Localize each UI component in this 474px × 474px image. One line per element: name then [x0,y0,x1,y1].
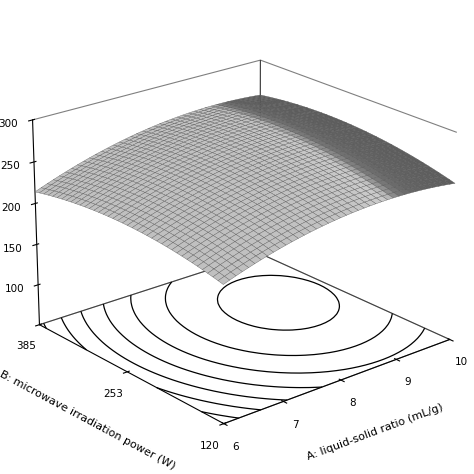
Y-axis label: B: microwave irradiation power (W): B: microwave irradiation power (W) [0,370,177,472]
X-axis label: A: liquid-solid ratio (mL/g): A: liquid-solid ratio (mL/g) [305,402,444,462]
